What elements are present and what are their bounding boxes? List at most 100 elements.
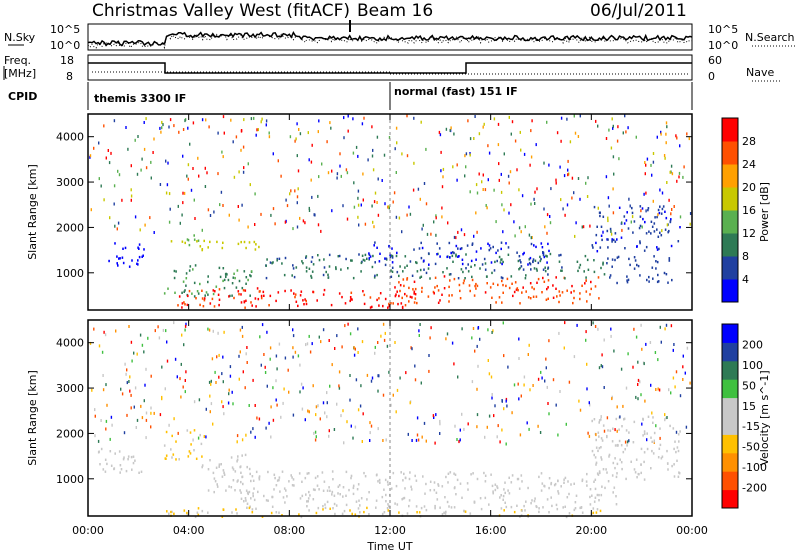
- velocity-sparse-cell: [317, 404, 319, 408]
- power-cell: [616, 256, 619, 259]
- power-cell: [222, 279, 224, 283]
- power-cell: [555, 276, 557, 279]
- power-sparse-cell: [689, 222, 691, 226]
- velocity-sparse-cell: [664, 418, 666, 422]
- velocity-cell: [368, 513, 370, 516]
- velocity-sparse-cell: [434, 441, 436, 445]
- power-cell: [530, 268, 532, 271]
- velocity-sparse-cell: [585, 330, 587, 334]
- power-cell: [369, 296, 372, 299]
- velocity-sparse-cell: [349, 398, 351, 402]
- power-sparse-cell: [425, 202, 428, 206]
- power-sparse-cell: [509, 170, 512, 174]
- velocity-cell: [368, 491, 370, 494]
- velocity-cell: [492, 492, 494, 495]
- velocity-cell: [594, 487, 597, 491]
- power-cell: [518, 255, 521, 258]
- velocity-sparse-cell: [425, 439, 427, 443]
- power-cell: [585, 290, 588, 293]
- power-sparse-cell: [232, 140, 234, 144]
- velocity-sparse-cell: [588, 434, 591, 438]
- power-sparse-cell: [121, 198, 123, 202]
- power-cell: [602, 215, 605, 218]
- power-sparse-cell: [503, 208, 505, 212]
- power-cell: [373, 244, 375, 247]
- velocity-cell: [646, 432, 648, 435]
- velocity-sparse-cell: [380, 334, 382, 338]
- power-sparse-cell: [308, 209, 311, 212]
- power-cell: [250, 274, 252, 278]
- power-sparse-cell: [113, 202, 115, 206]
- power-cell: [345, 257, 347, 261]
- power-sparse-cell: [371, 125, 373, 129]
- velocity-sparse-cell: [299, 363, 301, 367]
- power-cell: [272, 261, 274, 264]
- power-cell: [236, 269, 239, 272]
- power-cell: [128, 265, 131, 268]
- power-cell: [449, 273, 452, 276]
- velocity-cell: [250, 497, 252, 500]
- power-sparse-cell: [465, 152, 468, 156]
- velocity-cell: [298, 513, 300, 516]
- power-sparse-cell: [153, 231, 155, 234]
- power-cell: [428, 263, 430, 266]
- power-cell: [182, 280, 185, 283]
- velocity-sparse-cell: [166, 340, 168, 344]
- velocity-cell: [387, 483, 389, 486]
- velocity-sparse-cell: [653, 439, 655, 443]
- velocity-cell: [222, 508, 225, 511]
- power-cell: [486, 275, 488, 278]
- velocity-sparse-cell: [471, 336, 473, 340]
- power-cell: [205, 291, 208, 294]
- velocity-cell: [473, 500, 476, 504]
- power-sparse-cell: [377, 213, 380, 217]
- power-cell: [390, 269, 392, 272]
- velocity-sparse-cell: [463, 427, 465, 431]
- velocity-cell: [358, 499, 360, 502]
- velocity-sparse-cell: [131, 359, 133, 363]
- velocity-sparse-cell: [603, 338, 605, 342]
- velocity-sparse-cell: [244, 386, 246, 390]
- velocity-sparse-cell: [563, 346, 565, 350]
- velocity-cell: [521, 509, 523, 512]
- power-cell: [420, 256, 423, 260]
- power-cell: [399, 284, 402, 287]
- velocity-cell: [446, 500, 449, 504]
- power-cell: [419, 276, 421, 279]
- power-sparse-cell: [645, 209, 647, 213]
- velocity-cell: [450, 506, 453, 509]
- power-sparse-cell: [516, 168, 518, 172]
- velocity-sparse-cell: [643, 362, 645, 366]
- velocity-cell: [216, 485, 219, 488]
- velocity-sparse-cell: [420, 381, 422, 385]
- power-cell: [423, 268, 425, 271]
- velocity-cell: [345, 470, 348, 474]
- power-sparse-cell: [299, 216, 301, 220]
- power-sparse-cell: [167, 161, 169, 165]
- power-sparse-cell: [296, 201, 298, 205]
- power-sparse-cell: [482, 125, 484, 129]
- power-sparse-cell: [326, 140, 328, 144]
- power-sparse-cell: [435, 214, 437, 218]
- power-sparse-cell: [508, 115, 510, 119]
- velocity-cell: [447, 481, 449, 484]
- velocity-sparse-cell: [93, 327, 95, 331]
- power-cell: [517, 259, 520, 263]
- power-cell: [501, 279, 503, 283]
- power-cell: [427, 295, 430, 298]
- power-colorbar-tick: 20: [742, 181, 756, 194]
- power-sparse-cell: [361, 122, 364, 126]
- velocity-sparse-cell: [399, 376, 401, 380]
- velocity-sparse-cell: [210, 402, 213, 406]
- power-cell: [670, 244, 673, 248]
- velocity-sparse-cell: [133, 351, 135, 355]
- power-cell: [558, 300, 560, 304]
- velocity-cell: [435, 491, 438, 494]
- velocity-cell: [252, 494, 254, 498]
- power-cell: [388, 245, 390, 248]
- velocity-sparse-cell: [564, 321, 566, 325]
- power-sparse-cell: [534, 202, 536, 205]
- velocity-cell: [633, 468, 636, 471]
- velocity-cell: [207, 489, 210, 492]
- power-cell: [535, 295, 538, 298]
